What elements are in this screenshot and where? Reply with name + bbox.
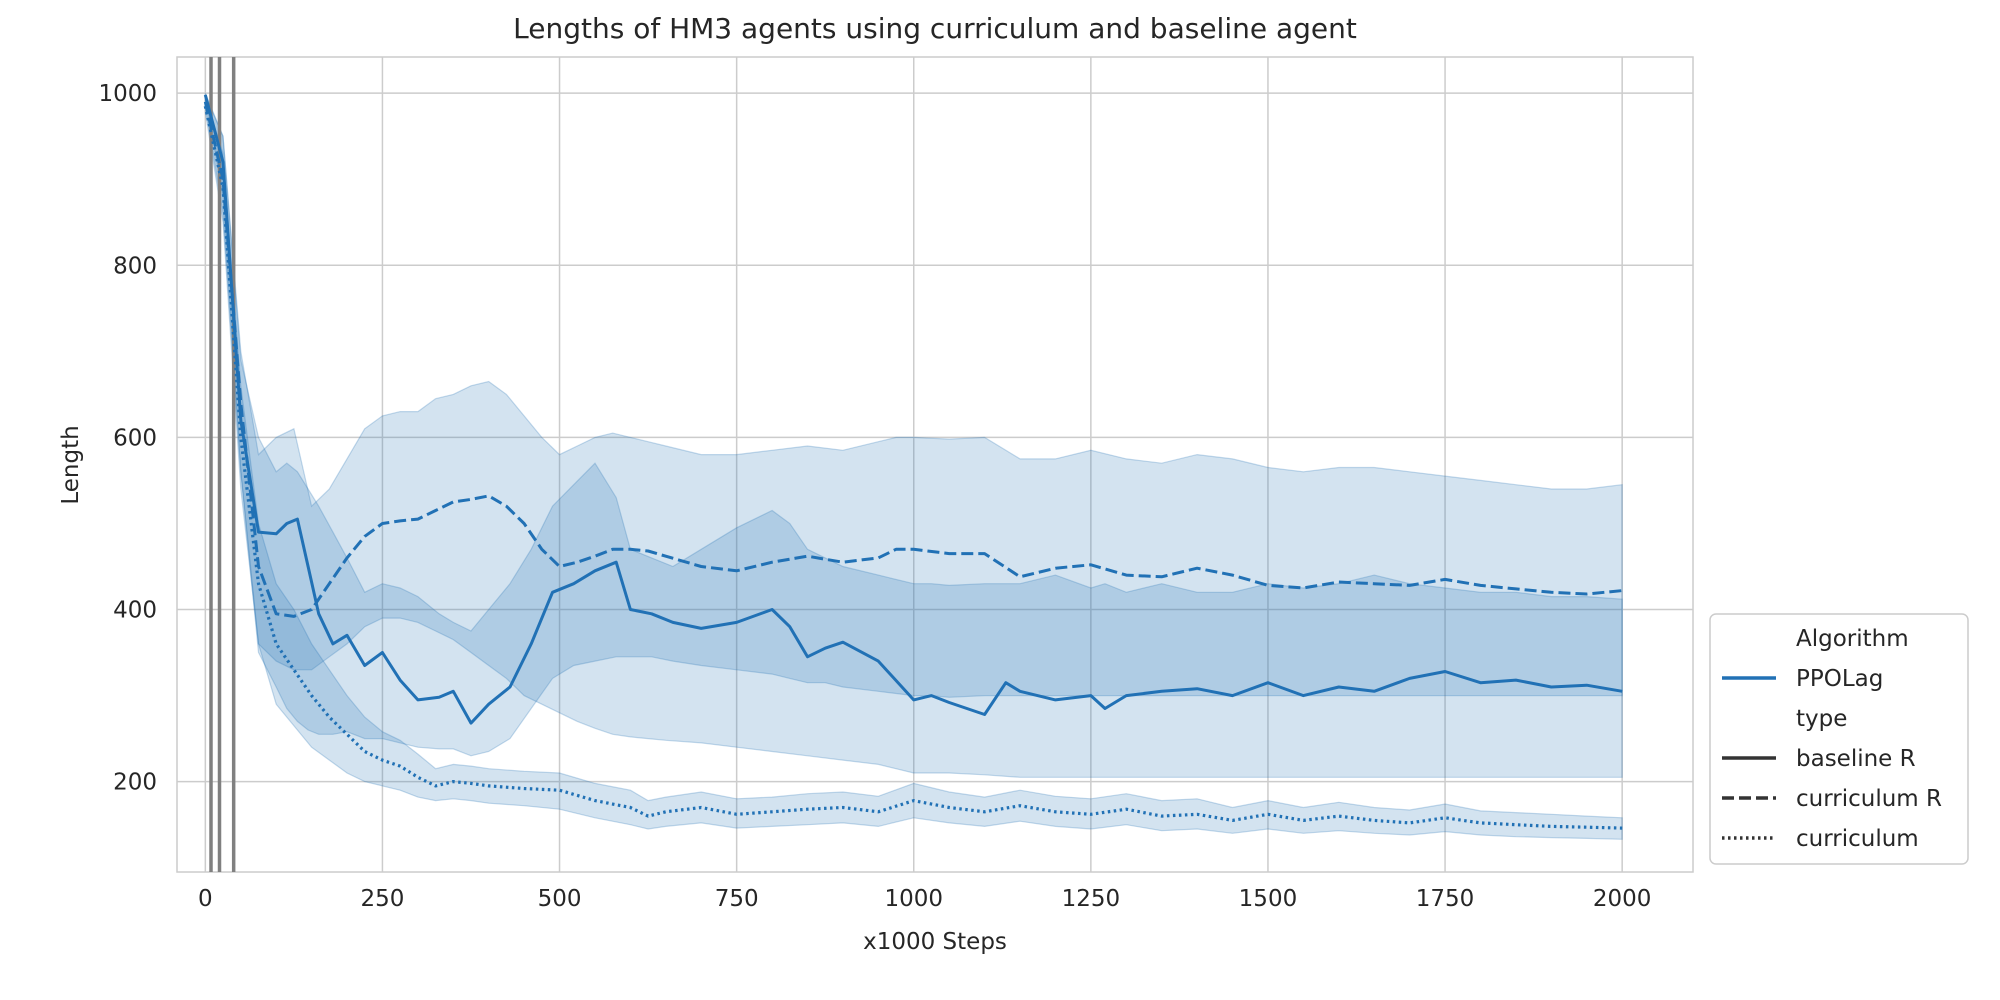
chart-title: Lengths of HM3 agents using curriculum a…	[513, 12, 1357, 45]
x-tick-label: 0	[198, 886, 213, 912]
series-lines	[203, 94, 1623, 830]
legend-label: curriculum R	[1796, 786, 1942, 812]
x-axis-label: x1000 Steps	[863, 929, 1007, 955]
grid-lines	[177, 57, 1693, 872]
tick-labels: 0 250 500 750 1000 1250 1500 1750 2000 200 400 600 8…	[98, 81, 1651, 912]
legend-label: Algorithm	[1796, 626, 1909, 652]
x-tick-label: 1250	[1062, 886, 1121, 912]
y-tick-label: 600	[113, 425, 157, 451]
x-tick-label: 750	[715, 886, 759, 912]
x-tick-label: 1000	[884, 886, 943, 912]
y-tick-label: 800	[113, 253, 157, 279]
x-tick-label: 1750	[1416, 886, 1475, 912]
legend: Algorithm PPOLag type baseline R curriculum …	[1709, 613, 1969, 865]
curriculum-markers	[209, 57, 236, 872]
x-tick-label: 250	[360, 886, 404, 912]
x-tick-label: 2000	[1593, 886, 1652, 912]
legend-label: baseline R	[1796, 746, 1916, 772]
series-line-dashed	[203, 101, 1623, 618]
series-line-solid	[203, 94, 1623, 725]
y-tick-label: 400	[113, 598, 157, 624]
plot-area	[176, 56, 1694, 873]
y-tick-label: 200	[113, 770, 157, 796]
legend-label: curriculum	[1796, 826, 1919, 852]
legend-label: type	[1796, 706, 1847, 732]
y-tick-label: 1000	[98, 81, 157, 107]
legend-label: PPOLag	[1796, 666, 1883, 692]
series-line-dotted	[203, 105, 1623, 830]
x-tick-label: 500	[538, 886, 582, 912]
x-tick-label: 1500	[1239, 886, 1298, 912]
y-axis-label: Length	[58, 425, 84, 504]
band-dotted	[204, 97, 1623, 840]
